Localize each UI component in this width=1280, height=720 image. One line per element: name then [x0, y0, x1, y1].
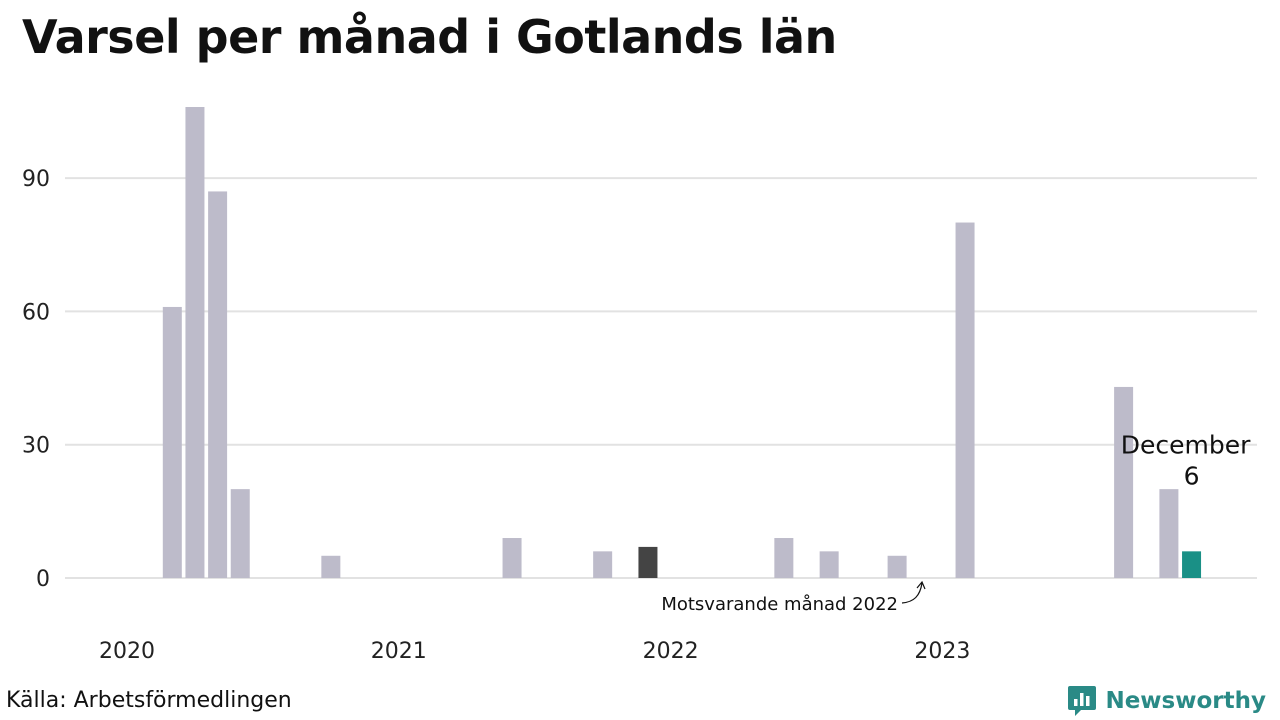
- bar-2023-09: [1114, 386, 1134, 578]
- x-tick-label: 2022: [643, 639, 699, 664]
- x-axis-ticks: 2020 2021 2022 2023: [99, 639, 970, 664]
- x-tick-label: 2020: [99, 639, 155, 664]
- bar-2023-02: [955, 222, 975, 579]
- brand-logo: Newsworthy: [1067, 684, 1266, 718]
- y-axis-ticks: 0 30 60 90: [22, 167, 50, 592]
- gridlines: [65, 177, 1257, 579]
- y-tick-label: 30: [22, 434, 50, 459]
- annotations: December 6 Motsvarande månad 2022: [661, 430, 1251, 615]
- newsworthy-logo-icon: [1068, 686, 1097, 716]
- current-month-label: December: [1121, 430, 1251, 459]
- y-tick-label: 0: [36, 567, 50, 592]
- current-value-label: 6: [1184, 461, 1200, 490]
- chart-title: Varsel per månad i Gotlands län: [22, 10, 837, 64]
- bar-2022-06: [774, 538, 794, 578]
- bar-2023-12: [1182, 551, 1202, 578]
- source-note: Källa: Arbetsförmedlingen: [6, 688, 292, 713]
- x-tick-label: 2021: [371, 639, 427, 664]
- bar-2022-11: [887, 555, 907, 578]
- bar-2022-08: [819, 551, 839, 578]
- comparison-arrow: [901, 580, 926, 604]
- x-tick-label: 2023: [914, 639, 970, 664]
- bar-2020-04: [185, 107, 205, 579]
- bar-2020-10: [321, 555, 341, 578]
- bar-2021-06: [502, 538, 522, 578]
- brand-name: Newsworthy: [1105, 688, 1266, 714]
- bar-2020-05: [208, 191, 228, 578]
- y-tick-label: 90: [22, 167, 50, 192]
- bar-2020-03: [162, 306, 182, 578]
- bar-2023-11: [1159, 489, 1179, 578]
- bars: [162, 107, 1202, 579]
- bar-2020-06: [230, 489, 250, 578]
- comparison-annotation: Motsvarande månad 2022: [661, 594, 898, 615]
- bar-2021-10: [593, 551, 613, 578]
- y-tick-label: 60: [22, 300, 50, 325]
- bar-2021-12: [638, 546, 658, 578]
